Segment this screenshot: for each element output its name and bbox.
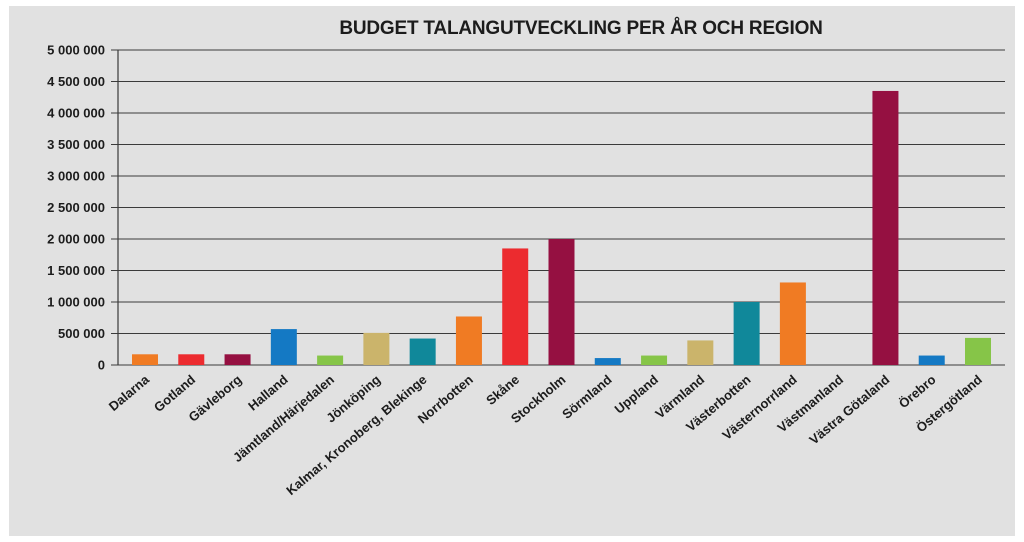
x-tick-label: Sörmland [559,372,615,422]
bar [178,354,205,365]
x-tick-label: Västra Götaland [806,372,892,448]
bar [455,316,482,365]
y-tick-label: 5 000 000 [47,43,105,58]
y-tick-label: 500 000 [58,326,105,341]
x-tick-label: Skåne [483,372,522,408]
bar [363,332,390,365]
bar [317,355,344,365]
y-tick-label: 3 000 000 [47,169,105,184]
y-axis-tick-labels: 0 500 000 1 000 000 1 500 000 2 000 000 2 500… [47,43,105,373]
bar [733,302,760,365]
bar [918,355,945,365]
x-tick-label: Örebro [896,372,939,411]
y-tick-label: 1 000 000 [47,295,105,310]
bar [270,329,297,365]
bars [132,90,991,365]
y-tick-label: 4 500 000 [47,74,105,89]
bar [548,239,575,365]
bar [132,354,158,365]
y-tick-label: 3 500 000 [47,137,105,152]
y-tick-label: 1 500 000 [47,263,105,278]
bar [502,248,529,365]
y-tick-label: 0 [98,358,105,373]
bar [779,282,806,365]
bar [224,354,251,365]
bar [409,338,436,365]
bar [872,90,899,365]
chart-panel: BUDGET TALANGUTVECKLING PER ÅR OCH REGIO… [9,6,1015,536]
x-tick-label: Dalarna [106,371,153,414]
y-tick-label: 2 500 000 [47,200,105,215]
y-tick-label: 2 000 000 [47,232,105,247]
y-tick-label: 4 000 000 [47,106,105,121]
chart-title: BUDGET TALANGUTVECKLING PER ÅR OCH REGIO… [339,18,822,39]
bar-chart: BUDGET TALANGUTVECKLING PER ÅR OCH REGIO… [47,18,1005,498]
bar [594,358,621,365]
bar [965,337,991,365]
bar [687,340,714,365]
bar [641,355,668,365]
